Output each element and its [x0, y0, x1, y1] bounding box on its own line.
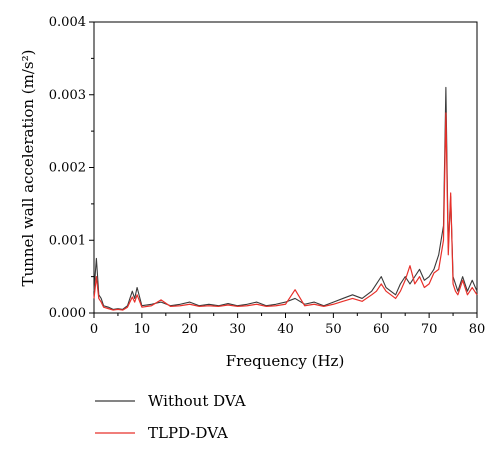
x-tick-label: 70 — [421, 322, 438, 337]
y-axis-title: Tunnel wall acceleration (m/s²) — [19, 50, 37, 287]
y-tick-label: 0.004 — [49, 15, 86, 30]
x-tick-label: 10 — [134, 322, 151, 337]
x-tick-label: 20 — [181, 322, 198, 337]
y-tick-label: 0.003 — [49, 88, 86, 103]
x-tick-label: 50 — [325, 322, 342, 337]
series-lines — [93, 86, 478, 311]
y-tick-label: 0.000 — [49, 306, 86, 321]
series-line-without-dva — [93, 86, 478, 310]
x-axis-title: Frequency (Hz) — [226, 352, 345, 370]
x-tick-label: 0 — [90, 322, 98, 337]
series-line-tlpd-dva — [93, 112, 478, 311]
legend: Without DVA TLPD-DVA — [95, 392, 246, 442]
y-axis: 0.000 0.001 0.002 0.003 0.004 — [49, 15, 94, 321]
x-tick-label: 30 — [229, 322, 246, 337]
x-axis: 0 10 20 30 40 50 60 70 80 — [90, 313, 485, 337]
legend-label-tlpd-dva: TLPD-DVA — [148, 424, 228, 442]
legend-label-without-dva: Without DVA — [148, 392, 246, 410]
x-tick-label: 80 — [469, 322, 486, 337]
y-tick-label: 0.002 — [49, 161, 86, 176]
x-tick-label: 40 — [277, 322, 294, 337]
x-tick-label: 60 — [373, 322, 390, 337]
y-tick-label: 0.001 — [49, 233, 86, 248]
